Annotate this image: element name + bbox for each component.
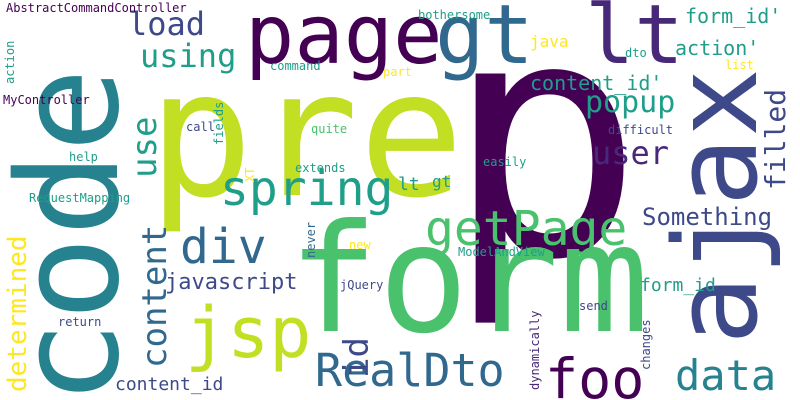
word-foo: foo: [545, 347, 645, 400]
word-quite: quite: [311, 122, 348, 136]
word-content-id: content_id: [115, 374, 224, 395]
word-command: command: [270, 59, 321, 73]
word-form-id-quote: form_id': [685, 4, 782, 28]
word-list: list: [725, 58, 754, 72]
word-div: div: [180, 219, 267, 275]
word-content-id-quote: content_id': [530, 71, 663, 95]
word-never-vertical: never: [304, 221, 318, 258]
word-page: page: [245, 0, 443, 83]
word-javascript: javascript: [165, 270, 298, 295]
word-java: java: [530, 32, 569, 51]
word-abstractcommandcontroller: AbstractCommandController: [6, 1, 187, 15]
word-xt-vertical: XT: [243, 167, 257, 182]
word-extends: extends: [295, 161, 346, 175]
word-fields-vertical: fields: [212, 101, 226, 145]
word-action-quote: action': [675, 36, 760, 60]
word-popup: popup: [585, 85, 676, 120]
word-use-vertical: use: [125, 116, 165, 178]
word-difficult: difficult: [608, 123, 674, 137]
word-form-id: form_id: [640, 275, 716, 296]
word-changes-vertical: changes: [639, 319, 653, 370]
word-part: part: [383, 65, 412, 79]
word-filled-vertical: filled: [759, 88, 792, 190]
word-spring: spring: [220, 161, 394, 217]
word-dto: dto: [625, 46, 647, 60]
word-easily: easily: [483, 155, 527, 169]
word-getpage: getPage: [425, 201, 628, 257]
word-lt-small: lt: [398, 174, 420, 195]
word-gt-top: gt: [435, 0, 534, 83]
word-data: data: [675, 351, 777, 400]
word-new: new: [349, 238, 371, 252]
word-mycontroller: MyController: [3, 93, 90, 107]
word-modelandview: ModelAndView: [458, 245, 545, 259]
word-bothersome: bothersome: [418, 8, 491, 22]
word-determined-vertical: determined: [3, 235, 33, 392]
word-send: send: [579, 299, 608, 313]
word-gt-small: gt: [432, 172, 452, 191]
word-lt-top: lt: [585, 0, 684, 83]
word-form: form: [288, 193, 650, 367]
word-help: help: [69, 150, 98, 164]
word-pre: pre: [148, 34, 465, 237]
word-user: user: [592, 134, 670, 172]
word-p: p: [445, 0, 644, 332]
word-load: load: [128, 5, 206, 43]
word-id-vertical: id: [337, 337, 377, 378]
word-using: using: [140, 37, 237, 75]
word-jquery: jQuery: [340, 278, 384, 292]
word-action-vertical: action: [3, 40, 17, 84]
word-call: call: [186, 120, 215, 134]
word-dynamically-vertical: dynamically: [528, 310, 542, 390]
word-something: Something: [642, 203, 773, 231]
word-requestmapping: RequestMapping: [29, 191, 131, 205]
word-realdto: RealDto: [315, 344, 505, 397]
word-jsp: jsp: [185, 292, 312, 374]
word-return: return: [58, 315, 102, 329]
word-content-vertical: content: [135, 224, 175, 368]
